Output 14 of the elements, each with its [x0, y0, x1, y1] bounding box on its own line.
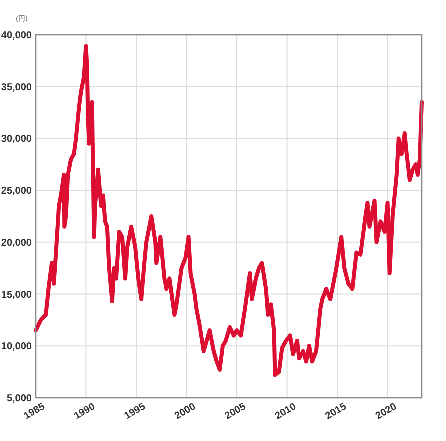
x-tick-label: 2010 — [274, 401, 299, 422]
y-tick-label: 10,000 — [1, 342, 32, 353]
y-tick-label: 35,000 — [1, 82, 32, 94]
x-tick-label: 2000 — [173, 401, 198, 422]
x-tick-label: 1995 — [122, 401, 148, 422]
y-tick-label: 25,000 — [1, 186, 32, 198]
y-tick-label: 20,000 — [1, 238, 32, 249]
x-tick-label: 2015 — [324, 401, 350, 422]
x-tick-label: 2020 — [374, 401, 400, 422]
x-tick-label: 2005 — [223, 401, 249, 422]
y-tick-label: 15,000 — [1, 290, 32, 301]
x-tick-label: 1990 — [72, 401, 98, 422]
y-tick-label: 30,000 — [1, 134, 32, 146]
y-tick-label: 40,000 — [1, 30, 32, 42]
